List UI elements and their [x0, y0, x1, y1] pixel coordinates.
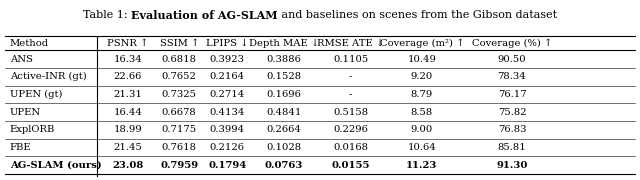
Text: 9.00: 9.00: [411, 125, 433, 134]
Text: 0.2296: 0.2296: [333, 125, 368, 134]
Text: 0.3886: 0.3886: [267, 55, 301, 64]
Text: 0.6818: 0.6818: [162, 55, 196, 64]
Text: 0.3994: 0.3994: [210, 125, 244, 134]
Text: -: -: [349, 90, 353, 99]
Text: 21.45: 21.45: [113, 143, 143, 152]
Text: 0.1794: 0.1794: [208, 161, 246, 170]
Text: 91.30: 91.30: [496, 161, 528, 170]
Text: 0.7959: 0.7959: [160, 161, 198, 170]
Text: 16.44: 16.44: [113, 108, 143, 117]
Text: LPIPS ↓: LPIPS ↓: [206, 39, 248, 48]
Text: 9.20: 9.20: [411, 72, 433, 81]
Text: 10.64: 10.64: [408, 143, 436, 152]
Text: 0.4841: 0.4841: [266, 108, 302, 117]
Text: 0.7618: 0.7618: [162, 143, 196, 152]
Text: 0.1696: 0.1696: [267, 90, 301, 99]
Text: 0.1528: 0.1528: [267, 72, 301, 81]
Text: 8.79: 8.79: [411, 90, 433, 99]
Text: 0.3923: 0.3923: [210, 55, 244, 64]
Text: 0.2714: 0.2714: [209, 90, 245, 99]
Text: 22.66: 22.66: [114, 72, 142, 81]
Text: 10.49: 10.49: [407, 55, 436, 64]
Text: 0.5158: 0.5158: [333, 108, 368, 117]
Text: Method: Method: [10, 39, 49, 48]
Text: UPEN: UPEN: [10, 108, 41, 117]
Text: 0.0155: 0.0155: [332, 161, 370, 170]
Text: FBE: FBE: [10, 143, 31, 152]
Text: Active-INR (gt): Active-INR (gt): [10, 72, 86, 81]
Text: 0.0763: 0.0763: [265, 161, 303, 170]
Text: 18.99: 18.99: [114, 125, 142, 134]
Text: 16.34: 16.34: [114, 55, 142, 64]
Text: Evaluation of AG-SLAM: Evaluation of AG-SLAM: [131, 10, 278, 21]
Text: RMSE ATE ↓: RMSE ATE ↓: [317, 39, 385, 48]
Text: 85.81: 85.81: [498, 143, 526, 152]
Text: ExplORB: ExplORB: [10, 125, 55, 134]
Text: 0.1028: 0.1028: [267, 143, 301, 152]
Text: 0.0168: 0.0168: [333, 143, 368, 152]
Text: 78.34: 78.34: [498, 72, 526, 81]
Text: 90.50: 90.50: [498, 55, 526, 64]
Text: Table 1:: Table 1:: [83, 10, 131, 20]
Text: SSIM ↑: SSIM ↑: [159, 39, 199, 48]
Text: 0.1105: 0.1105: [333, 55, 369, 64]
Text: 11.23: 11.23: [406, 161, 438, 170]
Text: 0.2126: 0.2126: [210, 143, 244, 152]
Text: -: -: [349, 72, 353, 81]
Text: 0.2664: 0.2664: [267, 125, 301, 134]
Text: 0.6678: 0.6678: [162, 108, 196, 117]
Text: AG-SLAM (ours): AG-SLAM (ours): [10, 161, 101, 170]
Text: and baselines on scenes from the Gibson dataset: and baselines on scenes from the Gibson …: [278, 10, 557, 20]
Text: Coverage (m²) ↑: Coverage (m²) ↑: [380, 39, 464, 48]
Text: 23.08: 23.08: [113, 161, 143, 170]
Text: 0.7325: 0.7325: [162, 90, 196, 99]
Text: Coverage (%) ↑: Coverage (%) ↑: [472, 39, 552, 48]
Text: 8.58: 8.58: [411, 108, 433, 117]
Text: 0.4134: 0.4134: [209, 108, 245, 117]
Text: 76.83: 76.83: [498, 125, 526, 134]
Text: 75.82: 75.82: [498, 108, 526, 117]
Text: 0.7175: 0.7175: [162, 125, 196, 134]
Text: 0.7652: 0.7652: [162, 72, 196, 81]
Text: UPEN (gt): UPEN (gt): [10, 90, 62, 99]
Text: Depth MAE ↓: Depth MAE ↓: [249, 39, 319, 48]
Text: PSNR ↑: PSNR ↑: [108, 39, 148, 48]
Text: 76.17: 76.17: [498, 90, 526, 99]
Text: 21.31: 21.31: [113, 90, 143, 99]
Text: 0.2164: 0.2164: [210, 72, 244, 81]
Text: ANS: ANS: [10, 55, 33, 64]
